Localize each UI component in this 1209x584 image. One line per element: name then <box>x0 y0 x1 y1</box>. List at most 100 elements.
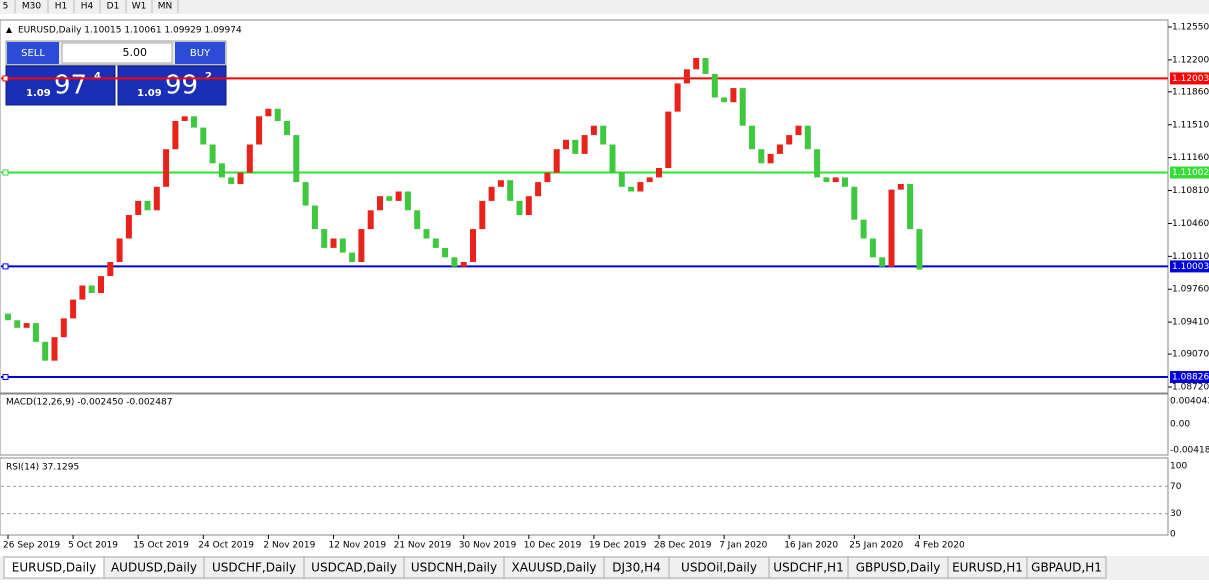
x-tick-label: 4 Feb 2020 <box>914 541 965 551</box>
candle-body <box>274 108 281 121</box>
tab-label: EURUSD,H1 <box>952 561 1023 575</box>
level-label: 1.10003 <box>1172 262 1209 272</box>
candle-body <box>70 299 77 319</box>
candle-body <box>5 313 11 321</box>
y-tick-label: 1.10810 <box>1172 186 1209 196</box>
candle-body <box>218 163 225 178</box>
tab-label: EURUSD,Daily <box>12 561 97 575</box>
candle-body <box>79 285 86 300</box>
x-tick-label: 26 Sep 2019 <box>3 541 60 551</box>
candle-body <box>637 182 644 192</box>
candle-body <box>32 323 39 342</box>
tab-label: DJ30,H4 <box>612 561 661 575</box>
x-tick-label: 12 Nov 2019 <box>329 541 387 551</box>
candle-body <box>832 177 839 183</box>
x-tick-label: 19 Dec 2019 <box>589 541 647 551</box>
buy-button[interactable] <box>175 42 225 64</box>
candle-body <box>144 200 151 211</box>
candle-body <box>321 229 328 248</box>
candle-body <box>683 69 690 84</box>
candle-body <box>804 125 811 150</box>
tab-label: AUDUSD,Daily <box>111 561 197 575</box>
timeframe-button[interactable]: D1 <box>107 2 120 12</box>
candle-body <box>525 196 532 215</box>
candle-body <box>563 139 569 150</box>
candle-body <box>674 83 681 112</box>
x-tick-label: 7 Jan 2020 <box>719 541 767 551</box>
level-label: 1.11002 <box>1172 168 1209 178</box>
candle-body <box>395 191 402 201</box>
y-tick-label: 1.12200 <box>1172 55 1209 65</box>
toolbar <box>0 0 1209 14</box>
level-label: 1.12003 <box>1172 74 1209 84</box>
rsi-frame <box>0 457 1169 536</box>
level-tag <box>1170 260 1209 273</box>
candle-body <box>516 200 523 215</box>
candle-body <box>711 73 718 98</box>
candle-body <box>907 183 914 230</box>
main-frame <box>0 19 1169 394</box>
candle-body <box>609 144 616 173</box>
candle-body <box>693 58 700 70</box>
x-tick-label: 5 Oct 2019 <box>68 541 118 551</box>
level-handle[interactable] <box>2 263 9 270</box>
candle-body <box>256 116 263 145</box>
collapse-icon[interactable] <box>6 27 12 33</box>
y-tick-label: 1.12550 <box>1172 23 1209 33</box>
candle-body <box>553 149 560 173</box>
candle-body <box>404 191 411 211</box>
level-handle[interactable] <box>2 75 9 82</box>
candle-body <box>107 261 114 277</box>
timeframe-button[interactable]: 5 <box>3 2 9 12</box>
tab-label: XAUUSD,Daily <box>511 561 596 575</box>
candle-body <box>786 135 793 145</box>
x-tick-label: 15 Oct 2019 <box>133 541 189 551</box>
candle-body <box>888 189 895 267</box>
level-handle[interactable] <box>2 169 9 176</box>
candle-body <box>339 238 346 253</box>
timeframe-button[interactable]: H1 <box>55 2 68 12</box>
candle-body <box>656 167 662 178</box>
y-tick-label: 1.11510 <box>1172 120 1209 130</box>
sell-price[interactable] <box>5 65 116 106</box>
candle-body <box>590 125 597 136</box>
timeframe-button[interactable]: MN <box>158 2 173 12</box>
candle-body <box>860 219 867 239</box>
candle-body <box>749 125 755 150</box>
tab-label: USDCNH,Daily <box>411 561 497 575</box>
candle-body <box>135 200 142 215</box>
y-tick-label: 1.11860 <box>1172 87 1209 97</box>
timeframe-button[interactable]: M30 <box>22 2 41 12</box>
candle-body <box>665 111 672 168</box>
candle-body <box>14 320 21 328</box>
sell-frac: 4 <box>94 71 101 82</box>
macd-tick-label: -0.004187 <box>1170 446 1209 456</box>
candle-body <box>191 116 197 128</box>
sell-big: 1.09 <box>26 88 51 99</box>
candle-body <box>23 323 30 328</box>
buy-price[interactable] <box>117 65 227 106</box>
tab[interactable] <box>1026 556 1107 579</box>
timeframe-button[interactable]: H4 <box>81 2 94 12</box>
candle-body <box>470 229 476 262</box>
candle-body <box>776 144 783 154</box>
candle-body <box>814 149 821 178</box>
candle-body <box>730 88 737 103</box>
lot-input[interactable] <box>61 42 173 64</box>
rsi-tick-label: 100 <box>1170 462 1187 472</box>
timeframe-button[interactable]: W1 <box>132 2 147 12</box>
candle-body <box>209 144 216 164</box>
candle-body <box>497 180 504 187</box>
candle-body <box>42 341 49 361</box>
candle-body <box>618 172 625 187</box>
candle-body <box>163 149 170 187</box>
macd-frame <box>0 393 1169 456</box>
level-handle[interactable] <box>2 374 9 381</box>
sell-button[interactable] <box>7 42 59 64</box>
lot-value: 5.00 <box>123 46 148 59</box>
candle-body <box>349 252 356 262</box>
x-tick-label: 25 Jan 2020 <box>849 541 903 551</box>
candle-body <box>460 261 467 267</box>
candle-body <box>246 144 253 173</box>
